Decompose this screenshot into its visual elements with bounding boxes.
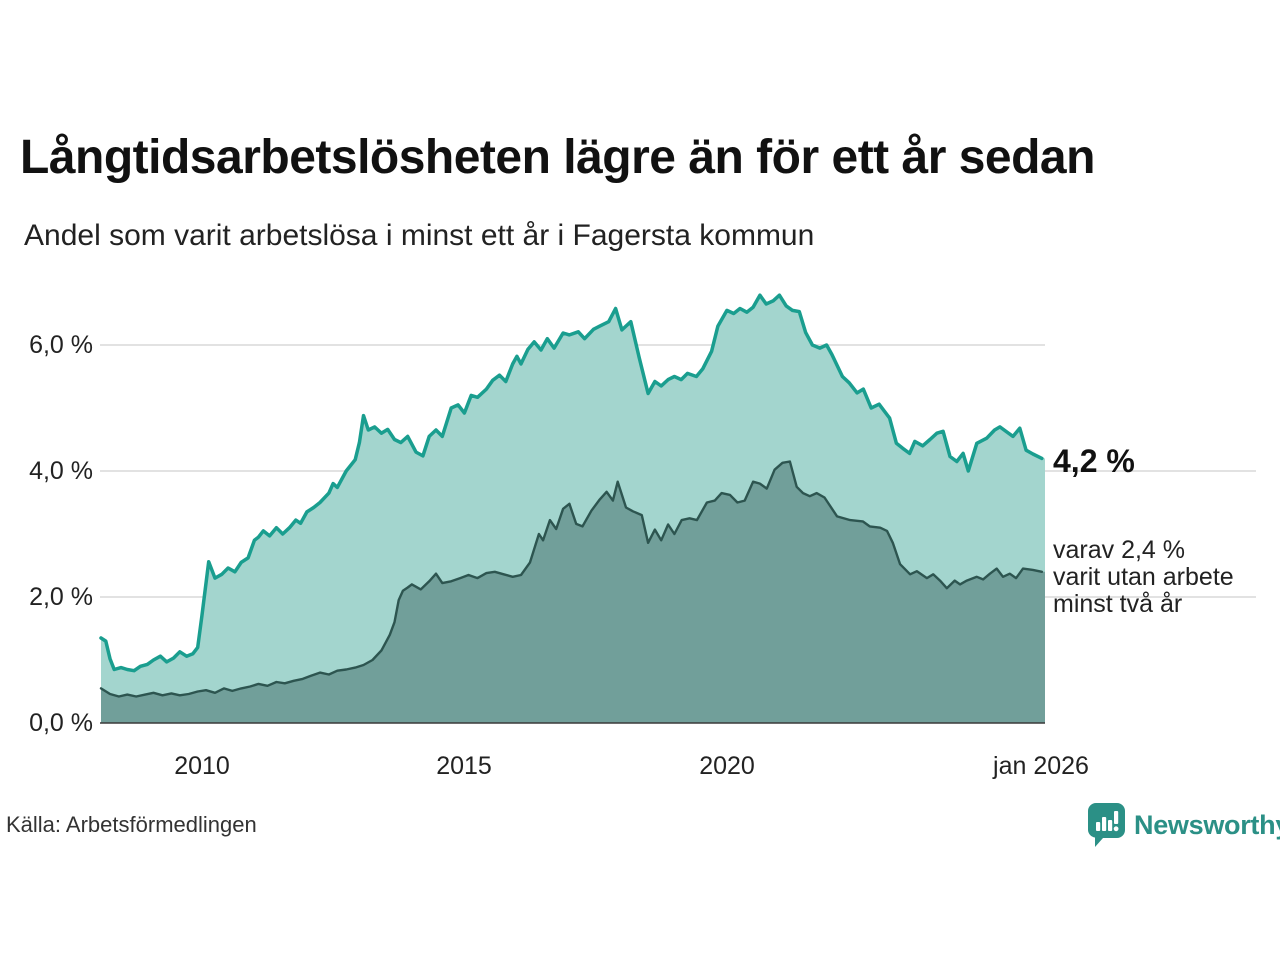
annotation-line: varav 2,4 % [1053,536,1186,564]
latest-value-label: 4,2 % [1053,443,1135,479]
newsworthy-logo-icon [1088,803,1125,852]
x-tick-label: 2010 [174,752,230,780]
x-tick-label: jan 2026 [993,752,1089,780]
annotation-line: minst två år [1053,590,1183,618]
y-tick-label: 6,0 % [29,331,93,359]
x-tick-label: 2015 [436,752,492,780]
x-tick-label: 2020 [699,752,755,780]
y-tick-label: 2,0 % [29,583,93,611]
series-line [99,460,1044,698]
sub-series-annotation: varav 2,4 % varit utan arbete minst två … [1053,537,1234,618]
area-fill [101,461,1045,723]
annotation-line: varit utan arbete [1053,563,1234,591]
y-tick-label: 0,0 % [29,709,93,737]
series-line [99,293,1044,673]
newsworthy-logo: Newsworthy [1088,803,1280,847]
source-note: Källa: Arbetsförmedlingen [6,812,257,837]
brand-name: Newsworthy [1134,810,1280,840]
page-title: Långtidsarbetslösheten lägre än för ett … [20,131,1095,184]
chart-subtitle: Andel som varit arbetslösa i minst ett å… [24,219,815,252]
y-tick-label: 4,0 % [29,457,93,485]
